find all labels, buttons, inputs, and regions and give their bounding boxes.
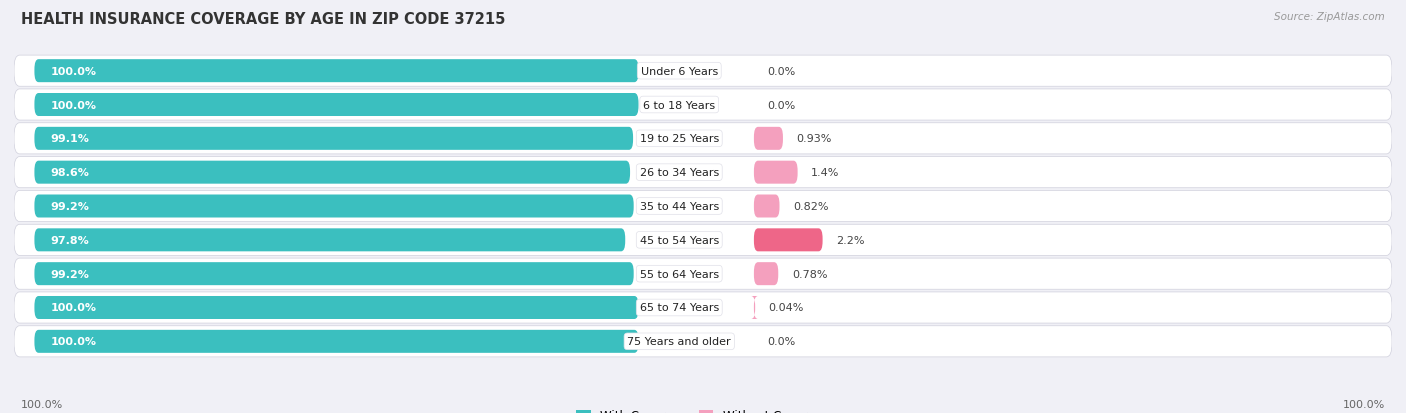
Text: 0.78%: 0.78%	[792, 269, 827, 279]
FancyBboxPatch shape	[754, 161, 797, 184]
Text: 100.0%: 100.0%	[51, 337, 97, 347]
FancyBboxPatch shape	[34, 128, 633, 150]
FancyBboxPatch shape	[14, 90, 1392, 121]
Text: 99.1%: 99.1%	[51, 134, 90, 144]
Text: 0.0%: 0.0%	[768, 66, 796, 76]
Text: HEALTH INSURANCE COVERAGE BY AGE IN ZIP CODE 37215: HEALTH INSURANCE COVERAGE BY AGE IN ZIP …	[21, 12, 506, 27]
FancyBboxPatch shape	[751, 296, 758, 319]
Text: 0.82%: 0.82%	[793, 202, 828, 211]
Text: 99.2%: 99.2%	[51, 269, 90, 279]
Text: 0.0%: 0.0%	[768, 100, 796, 110]
FancyBboxPatch shape	[34, 229, 626, 252]
Text: 98.6%: 98.6%	[51, 168, 90, 178]
Text: Under 6 Years: Under 6 Years	[641, 66, 718, 76]
FancyBboxPatch shape	[14, 225, 1392, 256]
FancyBboxPatch shape	[14, 191, 1392, 222]
Text: 19 to 25 Years: 19 to 25 Years	[640, 134, 718, 144]
Text: 100.0%: 100.0%	[1343, 399, 1385, 409]
Text: 65 to 74 Years: 65 to 74 Years	[640, 303, 718, 313]
FancyBboxPatch shape	[34, 195, 634, 218]
FancyBboxPatch shape	[14, 123, 1392, 154]
FancyBboxPatch shape	[34, 296, 638, 319]
Text: 6 to 18 Years: 6 to 18 Years	[643, 100, 716, 110]
Text: 75 Years and older: 75 Years and older	[627, 337, 731, 347]
Text: 45 to 54 Years: 45 to 54 Years	[640, 235, 718, 245]
Text: 55 to 64 Years: 55 to 64 Years	[640, 269, 718, 279]
Text: 100.0%: 100.0%	[21, 399, 63, 409]
Text: 100.0%: 100.0%	[51, 66, 97, 76]
FancyBboxPatch shape	[34, 94, 638, 117]
FancyBboxPatch shape	[754, 195, 779, 218]
FancyBboxPatch shape	[14, 326, 1392, 357]
Text: 26 to 34 Years: 26 to 34 Years	[640, 168, 718, 178]
Text: 100.0%: 100.0%	[51, 303, 97, 313]
Text: 100.0%: 100.0%	[51, 100, 97, 110]
FancyBboxPatch shape	[34, 60, 638, 83]
FancyBboxPatch shape	[34, 161, 630, 184]
Text: 99.2%: 99.2%	[51, 202, 90, 211]
FancyBboxPatch shape	[754, 229, 823, 252]
FancyBboxPatch shape	[14, 259, 1392, 290]
Legend: With Coverage, Without Coverage: With Coverage, Without Coverage	[572, 404, 834, 413]
Text: 2.2%: 2.2%	[837, 235, 865, 245]
FancyBboxPatch shape	[754, 263, 779, 285]
Text: 1.4%: 1.4%	[811, 168, 839, 178]
Text: 0.04%: 0.04%	[769, 303, 804, 313]
FancyBboxPatch shape	[34, 263, 634, 285]
Text: 35 to 44 Years: 35 to 44 Years	[640, 202, 718, 211]
FancyBboxPatch shape	[14, 56, 1392, 87]
FancyBboxPatch shape	[34, 330, 638, 353]
Text: 97.8%: 97.8%	[51, 235, 90, 245]
Text: 0.93%: 0.93%	[797, 134, 832, 144]
FancyBboxPatch shape	[754, 128, 783, 150]
Text: Source: ZipAtlas.com: Source: ZipAtlas.com	[1274, 12, 1385, 22]
FancyBboxPatch shape	[14, 292, 1392, 323]
FancyBboxPatch shape	[14, 157, 1392, 188]
Text: 0.0%: 0.0%	[768, 337, 796, 347]
